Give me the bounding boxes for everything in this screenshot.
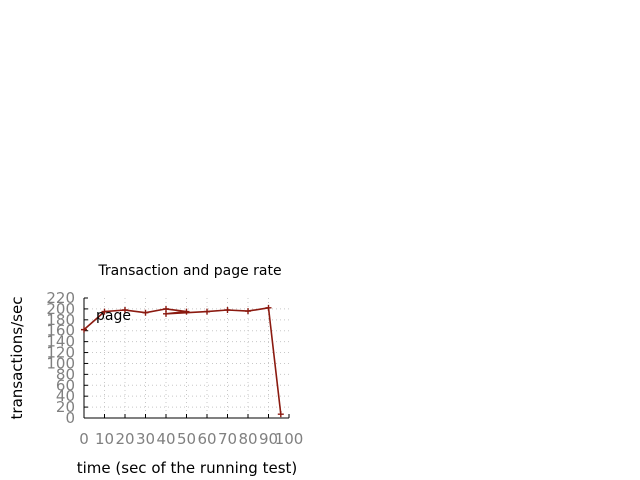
y-tick-label: 120 bbox=[46, 344, 75, 362]
y-tick-label: 40 bbox=[56, 387, 75, 405]
legend-page-label: page bbox=[96, 308, 131, 324]
y-tick-label: 60 bbox=[56, 376, 75, 394]
x-tick-label: 80 bbox=[238, 430, 257, 448]
x-tick-label: 30 bbox=[136, 430, 155, 448]
data-point bbox=[265, 304, 272, 311]
x-tick-label: 70 bbox=[218, 430, 237, 448]
data-point bbox=[163, 310, 169, 317]
x-axis-label: time (sec of the running test) bbox=[77, 459, 298, 477]
y-tick-label: 220 bbox=[46, 289, 75, 307]
x-tick-label: 40 bbox=[156, 430, 175, 448]
x-tick-label: 50 bbox=[177, 430, 196, 448]
data-point bbox=[101, 308, 108, 315]
y-axis-label: transactions/sec bbox=[8, 297, 26, 420]
data-point bbox=[81, 326, 87, 333]
y-tick-label: 0 bbox=[65, 409, 75, 427]
x-tick-label: 20 bbox=[115, 430, 134, 448]
chart-title: Transaction and page rate bbox=[97, 263, 281, 279]
y-tick-label: 160 bbox=[46, 322, 75, 340]
y-tick-label: 180 bbox=[46, 311, 75, 329]
y-tick-label: 100 bbox=[46, 354, 75, 372]
tick-marks bbox=[83, 297, 290, 419]
data-point bbox=[183, 308, 190, 315]
x-tick-label: 60 bbox=[197, 430, 216, 448]
data-point bbox=[277, 411, 284, 418]
x-tick-label: 10 bbox=[95, 430, 114, 448]
data-point bbox=[224, 307, 231, 313]
series-layer bbox=[81, 304, 284, 418]
data-point bbox=[142, 309, 149, 316]
x-tick-label: 0 bbox=[79, 430, 89, 448]
grid-lines bbox=[84, 298, 289, 418]
data-point bbox=[245, 308, 251, 315]
x-tick-label: 90 bbox=[259, 430, 278, 448]
data-point bbox=[204, 308, 210, 315]
y-tick-label: 20 bbox=[56, 398, 75, 416]
data-point bbox=[122, 307, 128, 313]
y-tick-label: 140 bbox=[46, 333, 75, 351]
series-line-page bbox=[83, 307, 282, 415]
x-tick-label: 100 bbox=[275, 430, 304, 448]
y-tick-label: 80 bbox=[56, 365, 75, 383]
y-tick-label: 200 bbox=[46, 300, 75, 318]
